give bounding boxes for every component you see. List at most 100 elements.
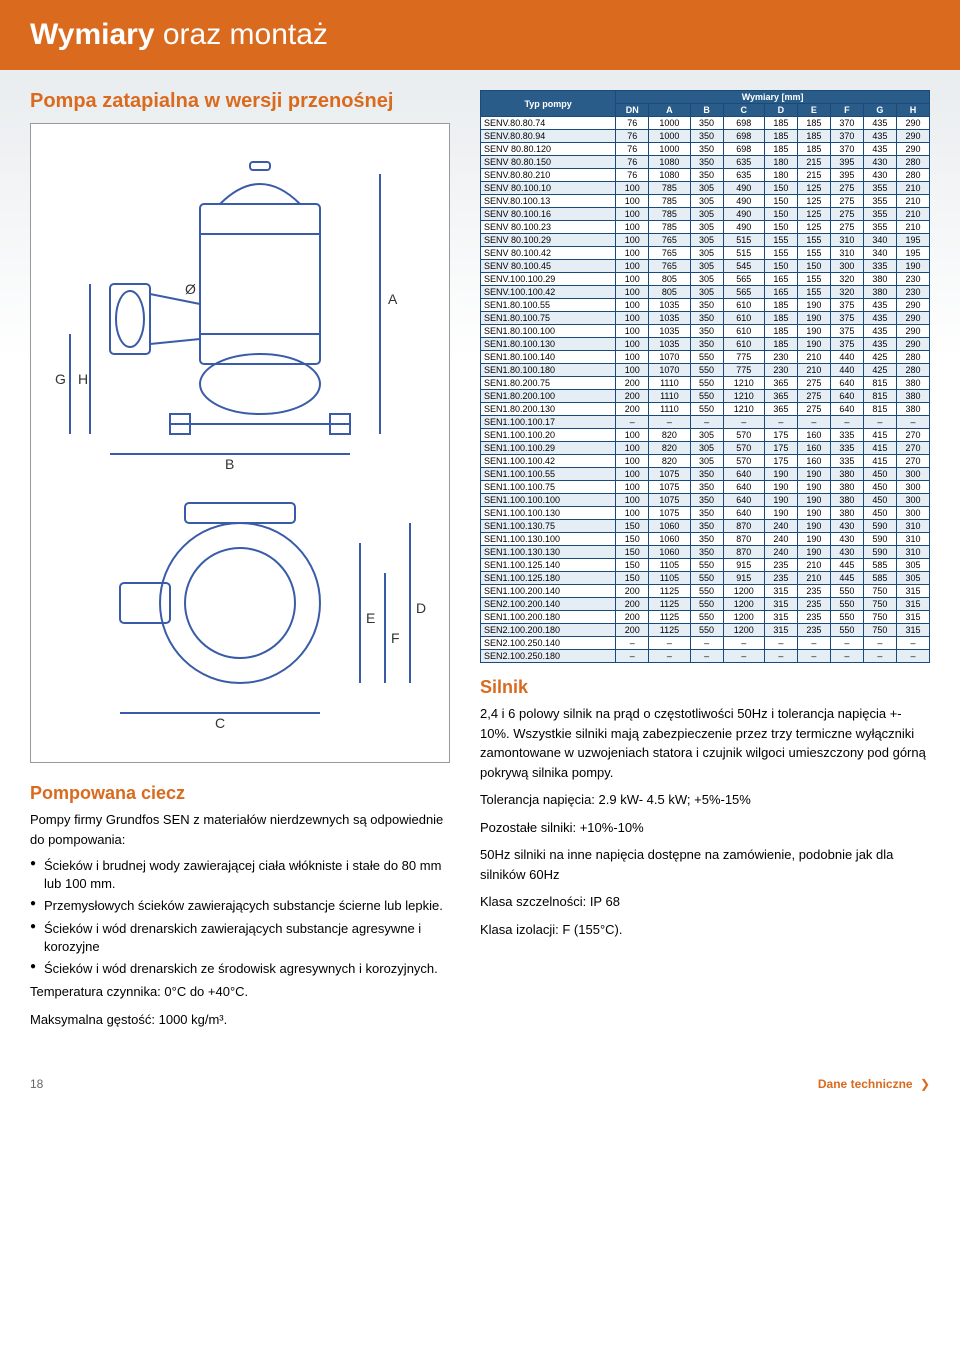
table-cell: 190 [797,546,830,559]
table-cell: 698 [723,143,764,156]
table-cell: 375 [830,325,863,338]
table-cell: 1110 [649,403,690,416]
table-cell: 395 [830,156,863,169]
table-cell: 350 [690,338,723,351]
table-cell: 550 [830,611,863,624]
table-cell: 125 [797,182,830,195]
table-cell: 190 [764,507,797,520]
table-cell: 1000 [649,130,690,143]
table-cell: SEN1.100.100.75 [481,481,616,494]
table-cell: 350 [690,533,723,546]
table-cell: 100 [616,455,649,468]
table-cell: 185 [797,117,830,130]
motor-section: Silnik 2,4 i 6 polowy silnik na prąd o c… [480,677,930,939]
table-cell: 230 [896,286,929,299]
table-cell: SEN1.80.200.100 [481,390,616,403]
table-row: SEN1.100.130.100150106035087024019043059… [481,533,930,546]
table-cell: 315 [764,611,797,624]
table-cell: 335 [830,429,863,442]
table-cell: 155 [797,273,830,286]
table-cell: 750 [863,598,896,611]
table-cell: 640 [723,507,764,520]
table-cell: – [616,416,649,429]
table-cell: 280 [896,156,929,169]
table-cell: 640 [723,494,764,507]
table-cell: 765 [649,260,690,273]
table-cell: 435 [863,338,896,351]
table-row: SEN1.100.100.751001075350640190190380450… [481,481,930,494]
table-cell: 785 [649,208,690,221]
table-row: SEN1.80.200.7520011105501210365275640815… [481,377,930,390]
table-cell: 610 [723,338,764,351]
table-cell: 805 [649,273,690,286]
table-cell: 750 [863,624,896,637]
table-cell: 1080 [649,169,690,182]
table-cell: 280 [896,364,929,377]
table-cell: 160 [797,455,830,468]
table-cell: 585 [863,559,896,572]
table-cell: 190 [797,312,830,325]
table-cell: SEN1.80.100.140 [481,351,616,364]
table-cell: 350 [690,546,723,559]
table-cell: 290 [896,299,929,312]
table-cell: 185 [764,143,797,156]
table-cell: 200 [616,390,649,403]
table-cell: 610 [723,299,764,312]
table-cell: 375 [830,312,863,325]
table-row: SENV 80.100.1010078530549015012527535521… [481,182,930,195]
table-cell: 305 [690,182,723,195]
diag-label-d: D [416,600,426,616]
table-cell: – [896,637,929,650]
motor-title: Silnik [480,677,930,698]
table-cell: 750 [863,611,896,624]
table-cell: – [690,416,723,429]
table-cell: 155 [764,234,797,247]
table-row: SEN1.80.100.5510010353506101851903754352… [481,299,930,312]
table-cell: 340 [863,234,896,247]
table-cell: 550 [690,364,723,377]
pump-bottom-diagram: E F D C [50,493,430,743]
table-row: SENV.80.100.1310078530549015012527535521… [481,195,930,208]
table-cell: – [723,650,764,663]
table-cell: 275 [830,208,863,221]
table-cell: 1200 [723,598,764,611]
table-cell: 305 [690,429,723,442]
table-cell: SEN1.100.100.130 [481,507,616,520]
table-cell: 310 [896,533,929,546]
table-cell: 100 [616,325,649,338]
bullet-3: Ścieków i wód drenarskich zawierających … [30,920,460,956]
table-cell: 100 [616,286,649,299]
table-cell: 305 [690,221,723,234]
table-cell: 1035 [649,299,690,312]
table-cell: 430 [863,169,896,182]
table-cell: 175 [764,442,797,455]
table-cell: 435 [863,325,896,338]
table-cell: 1035 [649,338,690,351]
table-cell: 150 [764,195,797,208]
table-cell: 380 [830,507,863,520]
table-cell: 280 [896,169,929,182]
table-cell: SEN1.80.100.75 [481,312,616,325]
table-cell: SEN1.100.100.20 [481,429,616,442]
table-cell: 150 [616,559,649,572]
table-cell: SENV.80.80.74 [481,117,616,130]
table-cell: 100 [616,247,649,260]
table-cell: 185 [764,338,797,351]
table-cell: 1200 [723,585,764,598]
table-cell: 100 [616,195,649,208]
table-cell: 210 [797,351,830,364]
dim-col: DN [616,104,649,117]
table-cell: 550 [830,585,863,598]
table-cell: 490 [723,195,764,208]
table-cell: 785 [649,195,690,208]
table-cell: SEN2.100.250.140 [481,637,616,650]
table-row: SENV.80.80.74761000350698185185370435290 [481,117,930,130]
table-cell: 300 [896,494,929,507]
table-cell: 290 [896,312,929,325]
table-cell: 310 [896,520,929,533]
table-cell: 150 [797,260,830,273]
table-cell: 775 [723,364,764,377]
table-cell: 76 [616,169,649,182]
table-cell: 210 [797,364,830,377]
table-cell: 380 [830,468,863,481]
